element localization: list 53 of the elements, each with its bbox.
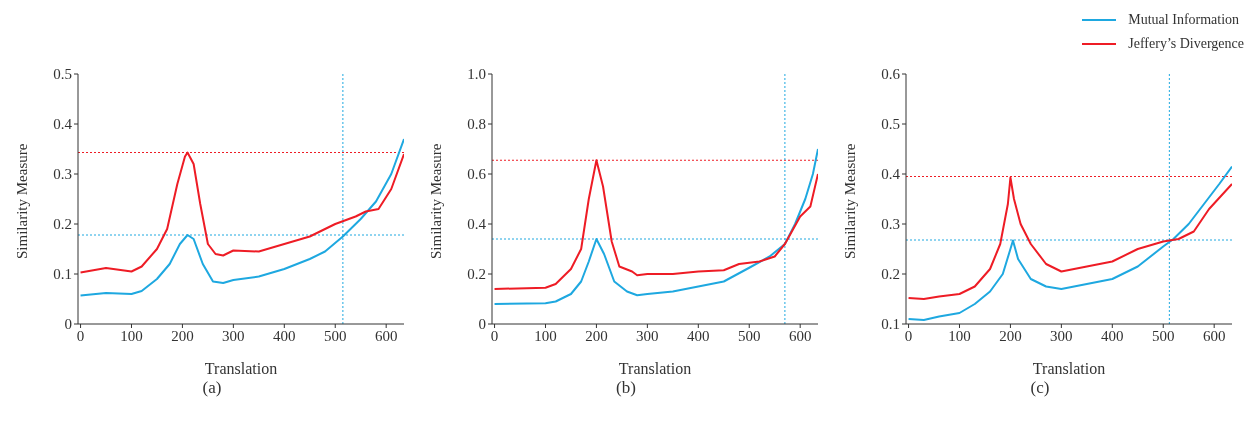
y-axis-title: Similarity Measure: [14, 143, 31, 259]
line-series: [493, 159, 818, 290]
x-axis-title: Translation: [618, 360, 692, 377]
line-series: [907, 176, 1232, 300]
y-tick-label: 0.3: [53, 166, 72, 183]
y-axis-title: Similarity Measure: [428, 143, 445, 259]
line-series: [493, 148, 818, 305]
text: (c): [1029, 378, 1051, 398]
y-tick-label: 0: [64, 316, 72, 333]
y-tick-label: 0: [478, 316, 486, 333]
legend-label: Jeffery’s Divergence: [1128, 36, 1244, 52]
x-tick-label: 0: [904, 327, 913, 344]
x-axis-title: Translation: [204, 360, 278, 377]
y-tick-label: 0.3: [881, 216, 900, 233]
x-tick-label: 400: [1101, 327, 1124, 344]
x-tick-label: 100: [120, 327, 143, 344]
x-tick-label: 200: [999, 327, 1022, 344]
y-tick-label: 0.2: [467, 266, 486, 283]
x-tick-label: 300: [636, 327, 659, 344]
legend-label: Mutual Information: [1128, 12, 1240, 28]
text: (b): [615, 378, 637, 398]
y-tick-label: 0.6: [467, 166, 487, 183]
x-tick-label: 200: [171, 327, 194, 344]
y-tick-label: 0.2: [881, 266, 900, 283]
x-tick-label: 600: [1202, 327, 1226, 344]
y-axis-title: Similarity Measure: [842, 143, 859, 259]
x-tick-label: 100: [534, 327, 557, 344]
x-tick-label: 300: [1050, 327, 1073, 344]
x-tick-label: 100: [948, 327, 971, 344]
text: (a): [201, 378, 223, 398]
y-tick-label: 0.4: [467, 216, 487, 233]
x-tick-label: 600: [788, 327, 812, 344]
x-tick-label: 600: [374, 327, 398, 344]
x-tick-label: 0: [76, 327, 85, 344]
x-tick-label: 300: [222, 327, 245, 344]
x-axis-title: Translation: [1032, 360, 1106, 377]
y-tick-label: 0.2: [53, 216, 72, 233]
y-tick-label: 0.4: [881, 166, 901, 183]
y-tick-label: 0.5: [881, 116, 900, 133]
x-tick-label: 200: [585, 327, 608, 344]
y-tick-label: 0.1: [881, 316, 900, 333]
x-tick-label: 400: [273, 327, 296, 344]
y-tick-label: 0.4: [53, 116, 73, 133]
y-tick-label: 0.6: [881, 66, 901, 83]
y-tick-label: 0.8: [467, 116, 486, 133]
x-tick-label: 500: [1151, 327, 1175, 344]
y-tick-label: 1.0: [467, 66, 486, 83]
x-tick-label: 0: [490, 327, 499, 344]
y-tick-label: 0.5: [53, 66, 72, 83]
x-tick-label: 400: [687, 327, 710, 344]
y-tick-label: 0.1: [53, 266, 72, 283]
x-tick-label: 500: [323, 327, 347, 344]
x-tick-label: 500: [737, 327, 761, 344]
